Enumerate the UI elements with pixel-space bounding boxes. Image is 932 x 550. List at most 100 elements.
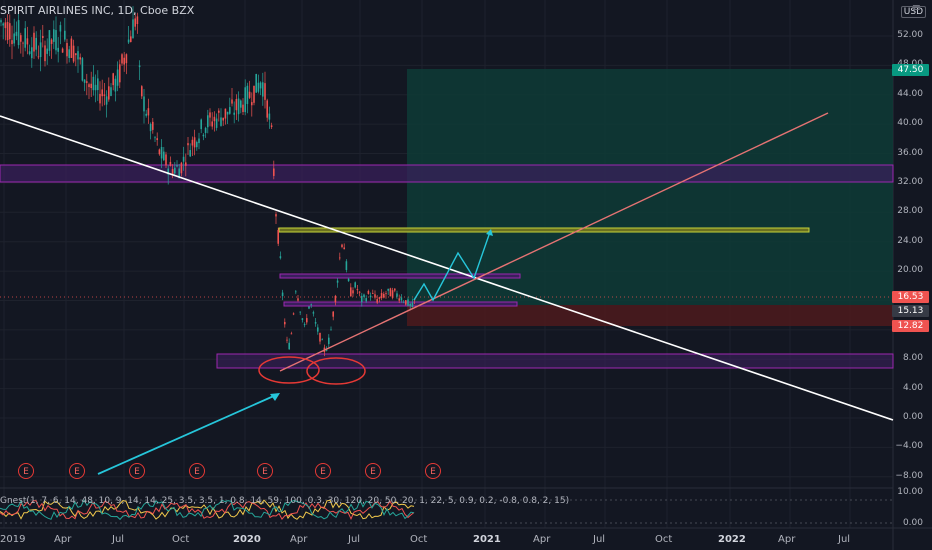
time-axis-label: Oct [172,534,190,545]
annotation-arrowhead [270,393,280,401]
candle-body [152,121,154,130]
candle-body [77,51,79,60]
candle-body [116,69,119,86]
range-box-lower[interactable] [283,301,518,307]
candle-body [396,293,398,297]
candle-body [55,30,57,51]
candle-body [202,134,205,137]
annotation-arrow[interactable] [97,394,277,475]
candle-body [259,82,262,89]
earnings-badge[interactable]: E [18,463,34,479]
candle-body [268,113,271,120]
candle-body [301,318,304,320]
candle-body [244,87,246,113]
stop-zone[interactable] [407,305,893,326]
candle-body [158,149,161,155]
candle-body [0,20,2,23]
candle-body [365,298,367,302]
candle-body [174,167,176,174]
axis-menu-icon[interactable]: ≡ [911,1,921,14]
earnings-badge[interactable]: E [257,463,273,479]
descending-trendline[interactable] [0,115,894,421]
time-axis-label: Oct [655,534,673,545]
symbol-title[interactable]: SPIRIT AIRLINES INC, 1D, Cboe BZX [0,4,195,17]
candle-body [72,45,75,62]
candle-body [207,115,209,128]
projection-path[interactable] [413,231,491,302]
candle-body [182,156,185,162]
candle-body [110,87,112,96]
earnings-badge[interactable]: E [425,463,441,479]
price-axis-label: 24.00 [897,235,923,246]
candle-body [253,85,255,103]
candle-body [90,83,92,89]
candle-body [15,31,18,36]
candle-body [191,139,194,146]
candle-body [356,289,359,291]
ascending-trendline[interactable] [279,112,829,372]
candle-body [132,19,134,39]
candle-body [385,293,387,295]
candle-body [361,295,363,303]
candle-body [308,306,310,309]
time-axis-label: Apr [54,534,72,545]
currency-badge[interactable]: USD [900,6,926,18]
candle-body [136,16,139,25]
candle-body [407,299,409,306]
earnings-badge[interactable]: E [315,463,331,479]
resistance-line-yellow[interactable] [278,227,810,233]
candle-body [165,154,167,166]
candle-body [189,150,191,157]
price-axis-label: −4.00 [895,441,923,452]
candle-body [125,54,128,64]
candle-body [334,295,337,303]
candle-body [169,161,172,166]
earnings-badge[interactable]: E [365,463,381,479]
time-axis-label: Jul [838,534,851,545]
price-axis-label: 44.00 [897,88,923,99]
candle-body [352,290,354,294]
double-bottom-circle-right[interactable] [306,357,366,385]
candle-body [105,96,108,105]
earnings-badge[interactable]: E [69,463,85,479]
candle-body [20,35,22,42]
candle-body [224,108,227,119]
candle-body [354,282,356,288]
candle-body [99,93,101,104]
candle-body [405,300,407,305]
candle-body [317,327,319,332]
candle-body [290,333,293,335]
range-box-upper[interactable] [279,273,521,279]
candle-body [226,111,229,115]
earnings-badge[interactable]: E [129,463,145,479]
candle-body [248,91,251,98]
target-price-tag: 47.50 [892,64,929,76]
candle-body [64,30,66,40]
candle-body [378,297,381,299]
earnings-badge[interactable]: E [189,463,205,479]
candle-body [336,280,339,283]
candle-body [288,342,290,350]
candle-body [33,32,35,52]
double-bottom-circle-left[interactable] [258,356,320,384]
indicator-legend[interactable]: Gnest(1, 7, 6, 14, 48, 10, 9, 14, 14, 25… [0,496,570,506]
candle-body [141,86,143,97]
resistance-zone-top[interactable] [0,164,894,183]
price-axis-label: −8.00 [895,470,923,481]
candle-body [149,123,152,132]
candle-body [26,38,29,45]
candle-body [70,38,73,58]
candle-body [275,214,277,217]
target-zone[interactable] [407,69,893,305]
candle-body [295,291,297,293]
support-zone-bottom[interactable] [216,353,894,369]
candle-body [391,290,394,298]
candle-body [13,33,15,44]
candle-body [48,30,51,51]
candle-body [119,64,121,83]
candle-body [81,58,84,81]
candle-body [156,138,158,141]
candle-body [299,311,301,313]
price-axis-label: 4.00 [902,382,923,393]
